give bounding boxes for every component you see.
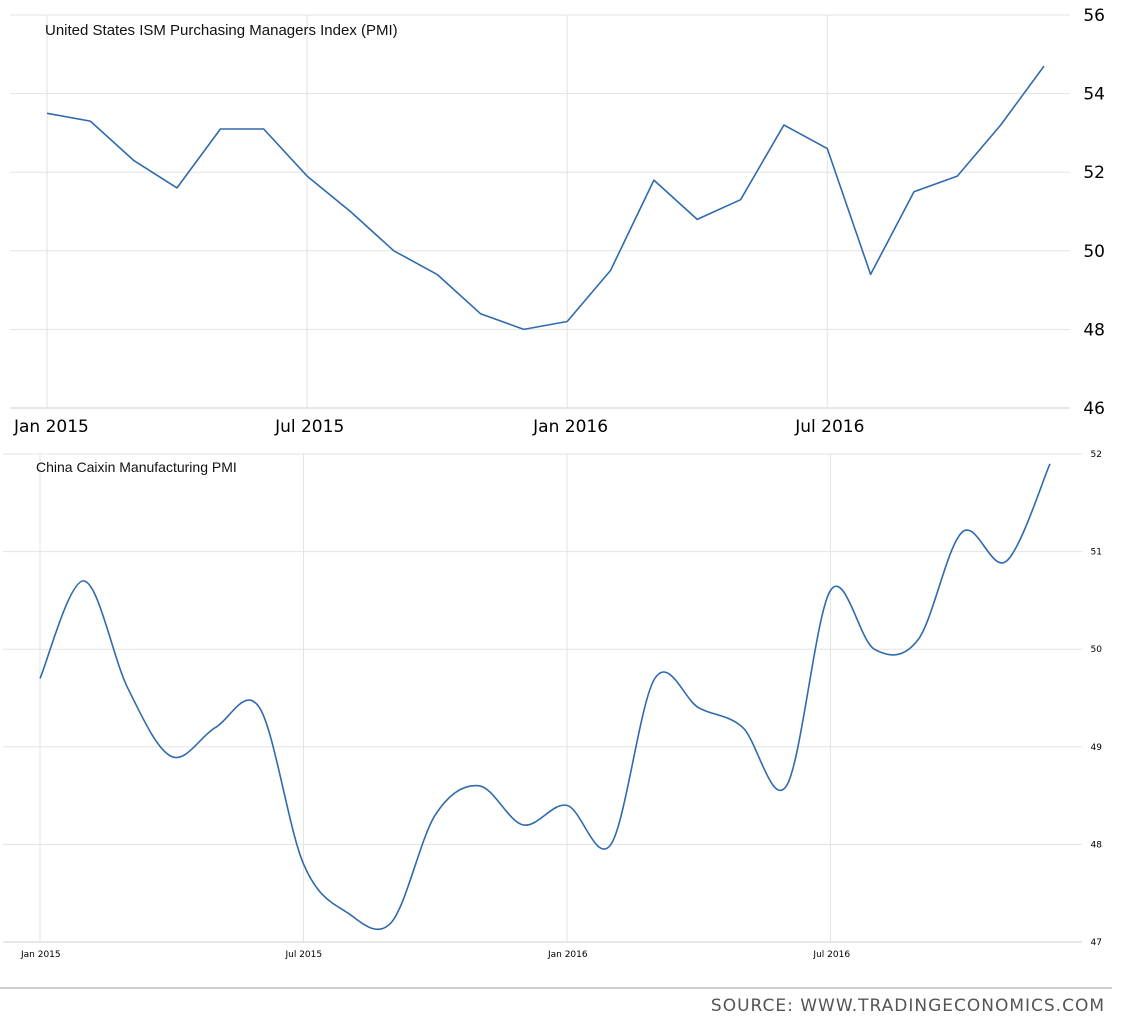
x-tick-label: Jan 2016 [547,950,588,960]
y-tick-label: 48 [1083,320,1105,340]
y-tick-label: 56 [1083,6,1105,26]
x-tick-label: Jul 2015 [284,950,322,960]
y-tick-label: 48 [1091,840,1103,850]
x-tick-label: Jul 2016 [812,950,850,960]
china-caixin-pmi-chart: 47 48 49 50 51 52 Jan 2015 Jul 2015 Jan 2016 Jul … [3,450,1102,960]
y-tick-label: 51 [1091,548,1102,558]
y-tick-label: 47 [1091,938,1102,948]
y-tick-label: 46 [1083,399,1105,419]
x-tick-label: Jan 2016 [532,417,608,437]
source-label: SOURCE: WWW.TRADINGECONOMICS.COM [710,996,1105,1016]
series-line [39,463,1051,930]
chart-title: United States ISM Purchasing Managers In… [45,22,398,39]
x-tick-label: Jul 2016 [794,417,864,437]
x-tick-label: Jan 2015 [20,950,61,960]
y-tick-label: 52 [1091,450,1102,460]
y-tick-label: 52 [1083,163,1105,183]
us-ism-pmi-chart: 46 48 50 52 54 56 Jan 2015 Jul 2015 Jan 2016 Jul … [10,6,1105,437]
y-tick-label: 54 [1083,85,1105,105]
series-line [46,65,1045,331]
y-tick-label: 49 [1091,743,1103,753]
chart-title: China Caixin Manufacturing PMI [36,459,237,475]
x-tick-label: Jan 2015 [13,417,89,437]
x-tick-label: Jul 2015 [274,417,344,437]
y-tick-label: 50 [1083,242,1105,262]
y-tick-label: 50 [1091,645,1103,655]
